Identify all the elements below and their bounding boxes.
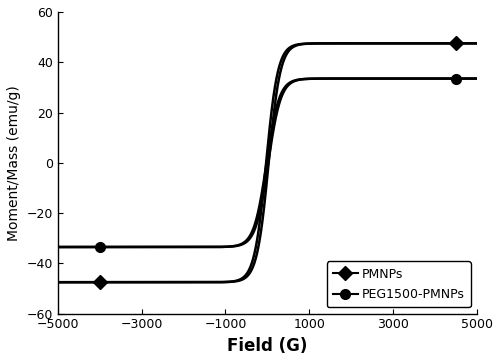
X-axis label: Field (G): Field (G)	[227, 337, 308, 355]
Y-axis label: Moment/Mass (emu/g): Moment/Mass (emu/g)	[7, 85, 21, 241]
Legend: PMNPs, PEG1500-PMNPs: PMNPs, PEG1500-PMNPs	[326, 261, 471, 307]
